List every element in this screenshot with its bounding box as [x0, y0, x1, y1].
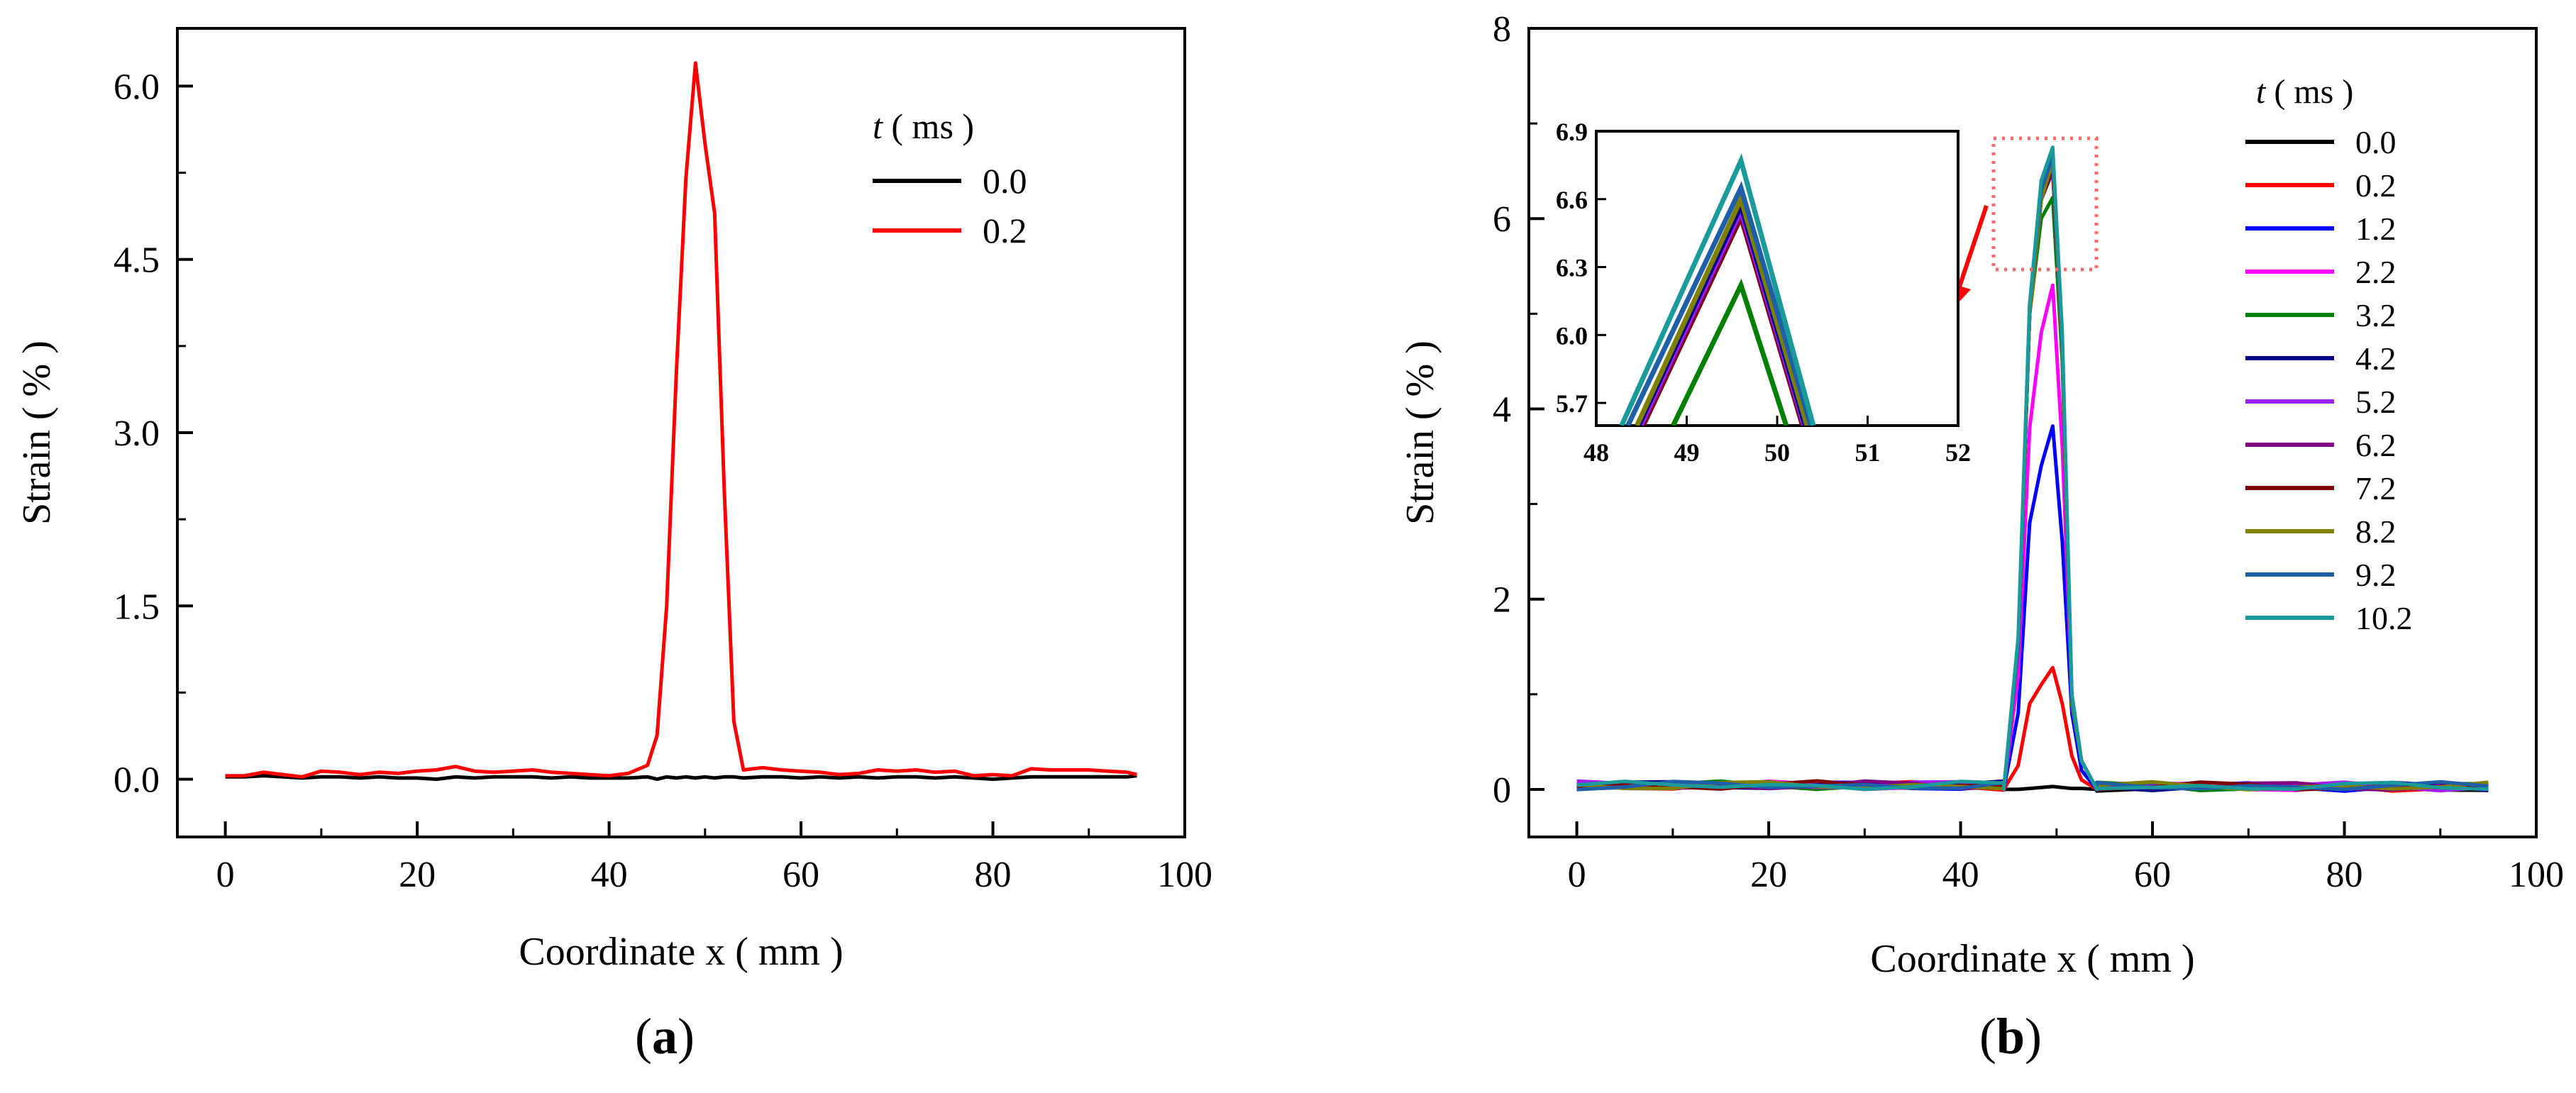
panel-a-ticks: 0 20 40 60 80 100 0.0 1.5 3.0 4.5 6.0 — [114, 67, 1212, 895]
panel-b-legend-title-unit: ( ms ) — [2265, 73, 2353, 111]
panel-a-series — [225, 61, 1137, 782]
panel-b-chart: 0 20 40 60 80 100 0 2 4 6 8 Strain ( % ) Coordinat… — [1398, 9, 2564, 981]
panel-a-chart: 0 20 40 60 80 100 0.0 1.5 3.0 4.5 6.0 Strain ( % )… — [15, 27, 1212, 974]
panel-b-inset-x-tick-label: 49 — [1674, 438, 1700, 467]
panel-a-x-tick-label: 100 — [1157, 855, 1212, 895]
panel-b-inset-y-tick-label: 6.3 — [1556, 254, 1588, 282]
panel-b-legend-label-5.2: 5.2 — [2355, 384, 2397, 420]
panel-b-letter: b — [1996, 1008, 2025, 1065]
panel-b-inset-series-line-3.2 — [1671, 278, 1789, 426]
panel-b-legend-label-9.2: 9.2 — [2355, 557, 2397, 593]
panel-b-label: (b) — [1979, 1008, 2042, 1065]
panel-b-series — [1576, 145, 2489, 793]
panel-b-y-tick-label: 4 — [1493, 389, 1511, 430]
panel-b-inset-x-tick-label: 52 — [1945, 438, 1971, 467]
panel-b-x-tick-label: 20 — [1750, 855, 1787, 895]
panel-a-y-tick-label: 0.0 — [114, 760, 160, 801]
panel-a-x-axis-label: Coordinate x ( mm ) — [519, 930, 843, 974]
panel-b-inset-y-tick-label: 6.6 — [1556, 186, 1588, 214]
panel-a-letter: a — [651, 1008, 678, 1065]
panel-b-legend-label-0.0: 0.0 — [2355, 124, 2397, 160]
panel-b-ticks: 0 20 40 60 80 100 0 2 4 6 8 — [1493, 9, 2564, 895]
panel-a-legend-label-0.2: 0.2 — [983, 211, 1027, 250]
panel-b-legend: t ( ms ) 0.0 0.2 1.2 2.2 3.2 4.2 5.2 6.2 7.2 8.2 9… — [2245, 73, 2413, 636]
panel-b-legend-title: t ( ms ) — [2256, 73, 2353, 111]
panel-b-inset-y-tick-label: 6.0 — [1556, 321, 1588, 350]
panel-b-inset: 48 49 50 51 52 5.7 6.0 6.3 6.6 6.9 — [1556, 118, 1971, 467]
panel-a-x-tick-label: 60 — [783, 855, 819, 895]
panel-a-x-tick-label: 40 — [591, 855, 628, 895]
panel-a-x-tick-label: 80 — [975, 855, 1012, 895]
panel-b-inset-frame — [1595, 130, 1959, 427]
panel-b-series-line-1.2 — [1576, 424, 2489, 793]
panel-b-inset-series-group — [1619, 153, 1816, 426]
panel-b-x-tick-label: 80 — [2326, 855, 2363, 895]
panel-a-x-tick-label: 20 — [399, 855, 436, 895]
panel-a-y-axis-label: Strain ( % ) — [15, 340, 59, 525]
panel-a-y-tick-label: 6.0 — [114, 67, 160, 107]
panel-a-legend-title-unit: ( ms ) — [883, 106, 974, 146]
panel-b-y-tick-label: 2 — [1493, 580, 1511, 621]
panel-a-legend: t ( ms ) 0.0 0.2 — [873, 106, 1027, 250]
panel-b-series-line-10.2 — [1576, 145, 2489, 792]
panel-b-inset-x-tick-label: 48 — [1583, 438, 1609, 467]
panel-b-legend-label-7.2: 7.2 — [2355, 470, 2397, 506]
panel-b-legend-label-1.2: 1.2 — [2355, 211, 2397, 247]
panel-a-x-tick-label: 0 — [216, 855, 235, 895]
panel-b-inset-series-line-9.2 — [1625, 181, 1813, 426]
panel-b-legend-label-8.2: 8.2 — [2355, 514, 2397, 550]
panel-b-inset-ticks: 48 49 50 51 52 5.7 6.0 6.3 6.6 6.9 — [1556, 118, 1971, 467]
panel-b-x-tick-label: 40 — [1942, 855, 1979, 895]
panel-a-y-tick-label: 1.5 — [114, 587, 160, 627]
panel-b-inset-x-tick-label: 51 — [1855, 438, 1881, 467]
panel-b-inset-y-tick-label: 6.9 — [1556, 118, 1588, 146]
panel-b-y-tick-label: 0 — [1493, 770, 1511, 811]
panel-b-legend-label-0.2: 0.2 — [2355, 167, 2397, 204]
panel-b-y-tick-label: 6 — [1493, 199, 1511, 240]
panel-a-legend-title: t ( ms ) — [873, 106, 974, 146]
panel-a-series-line-0.2 — [225, 61, 1137, 779]
panel-b-legend-label-2.2: 2.2 — [2355, 254, 2397, 290]
panel-b-zoom-arrow — [1956, 205, 1989, 292]
panel-b-x-tick-label: 0 — [1568, 855, 1586, 895]
panel-a-plot-frame — [176, 27, 1186, 838]
panel-b-y-axis-label: Strain ( % ) — [1398, 340, 1442, 525]
panel-b-inset-x-tick-label: 50 — [1764, 438, 1790, 467]
panel-a-legend-title-var: t — [873, 106, 883, 146]
panel-b-y-tick-label: 8 — [1493, 9, 1511, 50]
panel-b-inset-series — [1619, 153, 1816, 426]
panel-b-inset-series-line-10.2 — [1619, 153, 1816, 426]
panel-a-series-line-0.0 — [225, 774, 1137, 782]
panel-a-label: (a) — [635, 1008, 695, 1065]
panel-b-inset-series-line-8.2 — [1635, 192, 1810, 426]
panel-b-legend-title-var: t — [2256, 73, 2267, 111]
panel-a-y-tick-label: 4.5 — [114, 240, 160, 281]
panel-b-legend-label-10.2: 10.2 — [2355, 600, 2413, 636]
panel-b-legend-label-4.2: 4.2 — [2355, 340, 2397, 377]
panel-b-x-tick-label: 100 — [2509, 855, 2564, 895]
panel-b-legend-label-3.2: 3.2 — [2355, 297, 2397, 333]
panel-a-legend-label-0.0: 0.0 — [983, 161, 1027, 201]
panel-b-legend-label-6.2: 6.2 — [2355, 427, 2397, 463]
panel-a-y-tick-label: 3.0 — [114, 414, 160, 454]
panel-b-x-axis-label: Coordinate x ( mm ) — [1870, 937, 2194, 981]
panel-b-series-line-0.2 — [1576, 665, 2489, 793]
panel-b-x-tick-label: 60 — [2134, 855, 2171, 895]
panel-b-inset-y-tick-label: 5.7 — [1556, 389, 1588, 418]
panel-b-zoom-region — [1991, 136, 2099, 272]
panel-b-plot-frame — [1527, 27, 2538, 838]
